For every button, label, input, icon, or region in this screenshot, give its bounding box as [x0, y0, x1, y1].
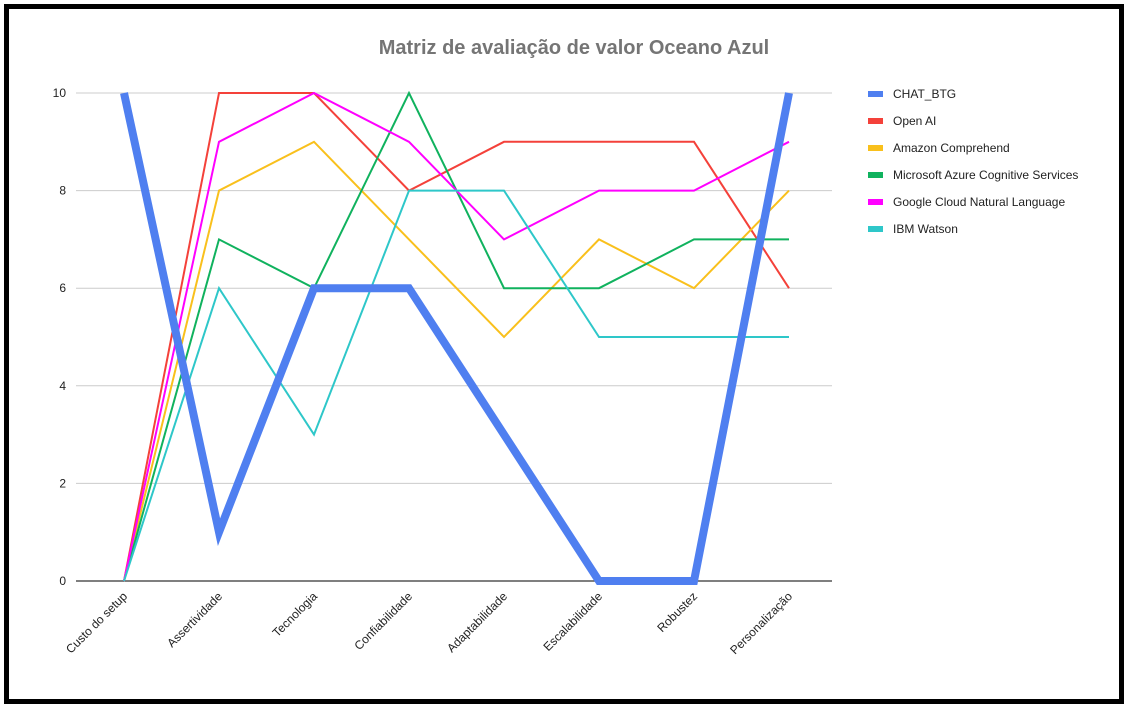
legend-swatch — [868, 91, 883, 97]
legend-swatch — [868, 226, 883, 232]
y-axis-ticks: 0 2 4 6 8 10 — [53, 86, 67, 588]
series-line-open-ai — [123, 92, 790, 582]
series-line-amazon-comprehend — [123, 140, 790, 582]
x-tick-label: Robustez — [654, 589, 700, 635]
x-tick-label: Adaptabilidade — [444, 589, 510, 655]
legend-label: IBM Watson — [893, 222, 958, 236]
y-tick-label: 6 — [59, 281, 66, 295]
chart-title: Matriz de avaliação de valor Oceano Azul — [379, 37, 770, 59]
x-tick-label: Custo do setup — [63, 589, 130, 656]
x-tick-label: Assertividade — [164, 589, 225, 650]
x-axis-ticks: Custo do setup Assertividade Tecnologia Con… — [63, 589, 795, 657]
y-tick-label: 4 — [59, 379, 66, 393]
y-tick-label: 0 — [59, 574, 66, 588]
series-line-chat-btg — [120, 92, 793, 585]
y-tick-label: 8 — [59, 184, 66, 198]
x-tick-label: Tecnologia — [270, 589, 321, 640]
x-tick-label: Confiabilidade — [351, 589, 415, 653]
legend-label: Open AI — [893, 114, 936, 128]
legend: CHAT_BTG Open AI Amazon Comprehend Microsof… — [868, 87, 1078, 236]
legend-swatch — [868, 118, 883, 124]
y-tick-label: 2 — [59, 476, 66, 490]
series-line-ibm-watson — [123, 189, 789, 582]
legend-label: CHAT_BTG — [893, 87, 956, 101]
legend-label: Microsoft Azure Cognitive Services — [893, 168, 1078, 182]
legend-swatch — [868, 145, 883, 151]
x-tick-label: Escalabilidade — [540, 589, 605, 654]
x-tick-label: Personalização — [727, 589, 795, 657]
series-lines — [120, 90, 793, 585]
legend-label: Amazon Comprehend — [893, 141, 1010, 155]
y-tick-label: 10 — [53, 86, 67, 100]
legend-swatch — [868, 199, 883, 205]
chart-frame — [4, 4, 1124, 704]
legend-swatch — [868, 172, 883, 178]
legend-label: Google Cloud Natural Language — [893, 195, 1065, 209]
